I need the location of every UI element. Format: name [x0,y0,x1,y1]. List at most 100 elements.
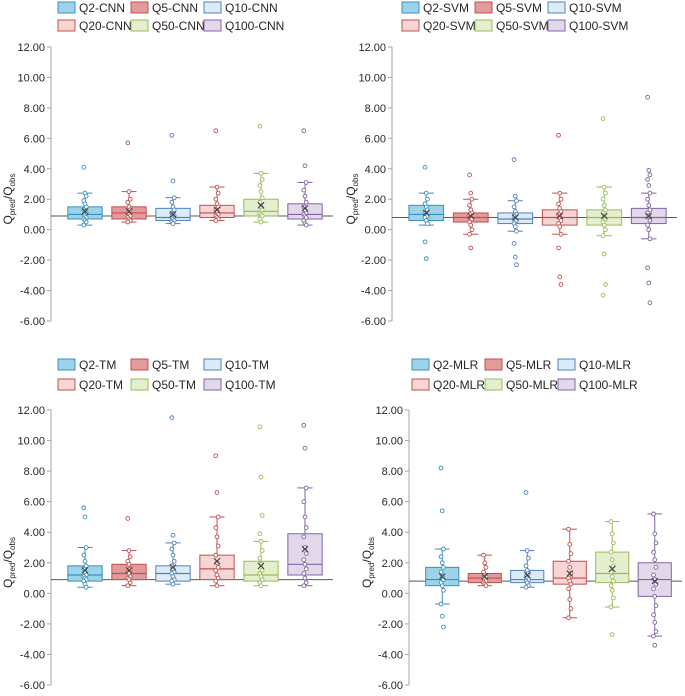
y-tick-label: 12.00 [17,42,45,54]
data-point [171,195,177,201]
legend-label: Q20-MLR [433,378,485,392]
data-point [511,204,517,210]
data-point [302,514,308,520]
data-point [611,578,616,584]
data-point [127,580,133,585]
legend-label: Q5-SVM [496,1,542,15]
box-Q2-TM [67,505,103,590]
mean-marker [523,571,531,579]
y-axis-label: Qpred/Qobs [360,537,376,588]
data-point [83,193,89,199]
box-Q5-TM [111,516,147,589]
y-axis-label: Qpred/Qobs [1,537,17,588]
data-point [557,274,563,280]
data-point [557,190,563,196]
legend-swatch [547,19,566,32]
y-tick-label: 0.00 [382,588,403,600]
data-point [81,222,87,228]
data-point [566,615,571,621]
data-point [259,548,265,553]
legend-swatch [130,378,149,391]
data-point [566,558,571,564]
data-point [556,245,561,251]
data-point [603,207,608,213]
data-point [653,565,659,570]
legend-label: Q5-TM [152,358,189,372]
y-axis-label-subscript: obs [8,537,17,550]
data-point [651,511,656,517]
data-point [259,195,265,201]
data-point [170,552,176,558]
legend-swatch [130,1,149,14]
data-point [83,219,89,225]
box-Q50-TM [243,424,279,589]
data-point [213,128,219,134]
data-point [651,586,656,592]
mean-marker [257,201,265,209]
y-tick-label: -2.00 [20,255,45,267]
y-tick-label: 2.00 [24,558,45,570]
data-point [126,548,132,553]
data-point [81,505,87,511]
legend-label: Q20-CNN [79,19,132,33]
mean-marker [125,567,133,574]
data-point [213,578,219,584]
y-axis-label-text: Q [360,579,374,588]
box-Q2-CNN [67,164,103,228]
data-point [83,545,89,550]
data-point [259,213,265,219]
data-point [647,172,653,178]
data-point [439,560,445,566]
data-point [81,552,87,558]
data-point [213,552,219,558]
data-point [645,94,650,100]
box-Q5-MLR [467,552,502,589]
legend-swatch [130,358,149,371]
legend-swatch [203,358,222,371]
data-point [170,221,176,226]
data-point [125,516,131,521]
data-point [567,542,573,547]
y-tick-label: 8.00 [24,103,45,115]
legend-swatch [57,358,76,371]
data-point [603,190,608,196]
y-tick-label: 2.00 [382,558,403,570]
data-point [567,597,573,602]
y-tick-label: 6.00 [365,133,386,145]
y-tick-label: 10.00 [358,72,386,84]
legend-label: Q2-MLR [433,358,479,372]
data-point [259,207,265,213]
data-point [215,514,221,520]
mean-marker [301,204,309,212]
data-point [303,180,309,185]
data-point [468,222,474,228]
data-point [169,415,175,420]
chart-panel-mlr: Q2-MLR Q5-MLR Q10-MLR Q20-MLR Q50-MLR Q100-ML… [360,358,682,692]
mean-marker [213,557,221,565]
data-point [302,193,308,199]
data-point [81,164,87,170]
data-point [303,222,309,228]
data-point [213,568,219,573]
y-axis-label: Qpred/Qobs [1,174,17,225]
box-Q20-TM [199,453,235,589]
box-Q5-SVM [452,172,489,251]
y-axis-label-subscript: obs [351,174,360,187]
y-tick-label: 4.00 [24,527,45,539]
y-tick-label: 12.00 [375,405,403,417]
data-point [511,241,517,246]
legend-swatch [203,378,222,391]
data-point [258,583,264,589]
data-point [302,575,308,581]
data-point [523,563,529,569]
data-point [301,187,307,193]
data-point [214,534,220,540]
y-tick-label: 8.00 [382,466,403,478]
legend-label: Q2-SVM [423,1,469,15]
y-axis-label-text: /Q [360,550,374,563]
legend-swatch [484,378,503,391]
mean-marker [556,212,564,220]
data-point [441,587,446,593]
y-tick-label: 0.00 [24,588,45,600]
